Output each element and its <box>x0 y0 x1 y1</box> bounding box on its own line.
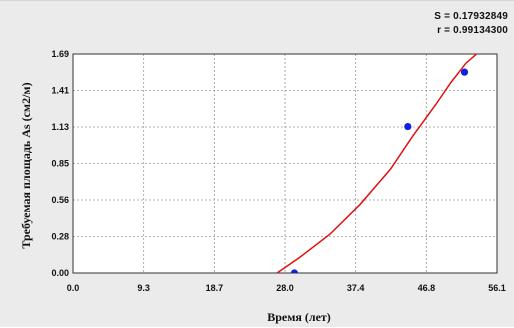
tick-labels: 0.0 9.3 18.7 28.0 37.4 46.8 56.1 0.00 0.28 0.56 0.… <box>51 49 505 293</box>
x-tick-label: 46.8 <box>418 283 436 293</box>
regression-curve <box>276 54 478 273</box>
x-tick-label: 0.0 <box>67 283 80 293</box>
x-tick-label: 28.0 <box>276 283 294 293</box>
y-tick-label: 0.00 <box>51 268 69 278</box>
y-tick-label: 1.69 <box>51 49 69 59</box>
s-statistic: S = 0.17932849 <box>434 11 508 22</box>
x-tick-label: 9.3 <box>137 283 150 293</box>
y-axis-title: Требуемая площадь As (см2/м) <box>19 82 33 248</box>
data-layer <box>276 54 478 273</box>
data-point <box>404 122 412 131</box>
r-statistic: r = 0.99134300 <box>437 25 508 36</box>
plot-frame <box>72 53 498 274</box>
data-point <box>290 269 299 273</box>
y-tick-label: 0.28 <box>51 232 69 242</box>
fit-statistics: S = 0.17932849 r = 0.99134300 <box>434 10 508 38</box>
x-tick-label: 56.1 <box>488 283 506 293</box>
y-tick-label: 1.13 <box>51 122 69 132</box>
data-point <box>460 68 469 76</box>
x-tick-label: 18.7 <box>206 283 224 293</box>
grid-lines <box>73 54 497 273</box>
x-tick-label: 37.4 <box>347 283 365 293</box>
x-axis-title: Время (лет) <box>267 310 331 324</box>
y-tick-label: 0.56 <box>51 195 69 205</box>
y-tick-label: 1.41 <box>51 86 69 96</box>
y-tick-label: 0.85 <box>51 159 69 169</box>
